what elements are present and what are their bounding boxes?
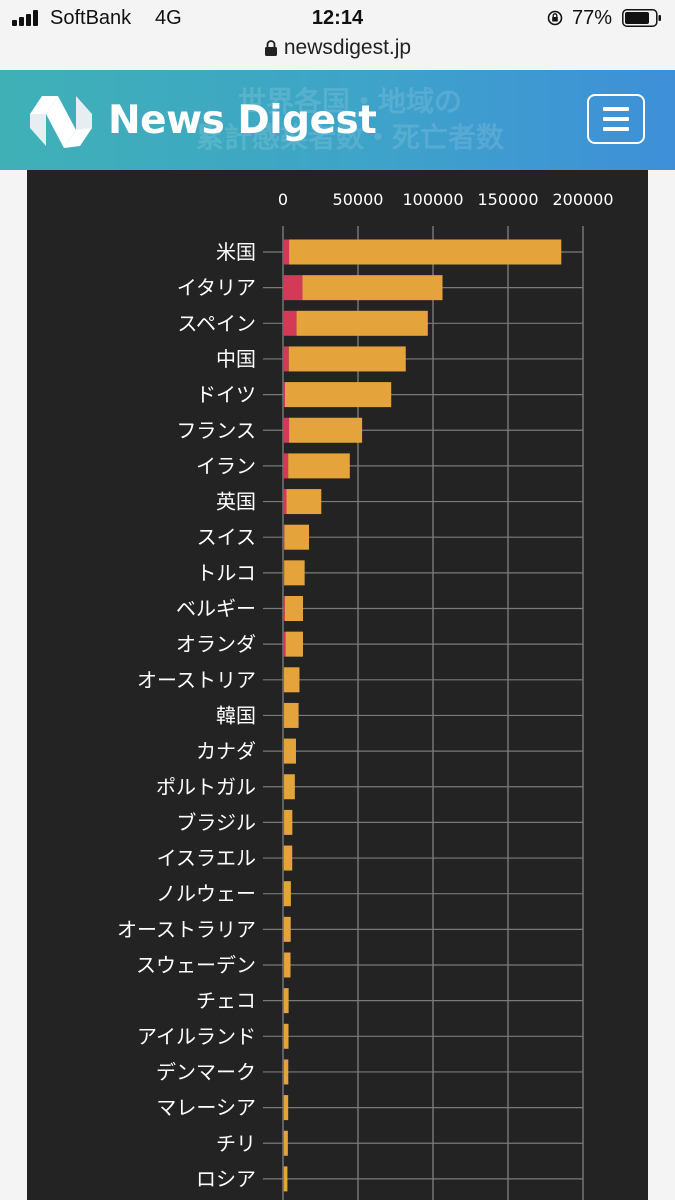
category-label: デンマーク [156,1060,256,1084]
category-label: スウェーデン [136,953,256,977]
deaths-bar[interactable] [283,239,290,265]
signal-icon [12,10,42,26]
category-label: 米国 [216,240,256,264]
address-bar[interactable]: newsdigest.jp [0,36,675,66]
x-tick-label: 50000 [333,190,384,209]
category-label: オランダ [176,632,256,656]
confirmed-bar[interactable] [283,1130,288,1156]
confirmed-bar[interactable] [283,1059,289,1085]
category-label: ベルギー [176,597,256,621]
deaths-bar[interactable] [283,596,285,621]
confirmed-bar[interactable] [284,667,300,693]
confirmed-bar[interactable] [302,275,443,301]
deaths-bar[interactable] [283,382,285,408]
category-label: カナダ [196,739,256,763]
category-label: アイルランド [137,1024,256,1048]
confirmed-bar[interactable] [296,310,428,336]
clock: 12:14 [311,7,364,29]
category-label: ロシア [196,1167,256,1191]
deaths-bar[interactable] [283,489,287,515]
deaths-bar[interactable] [283,310,297,336]
confirmed-bar[interactable] [286,489,322,515]
deaths-bar[interactable] [283,453,289,479]
confirmed-bar[interactable] [284,524,309,550]
confirmed-bar[interactable] [283,916,291,942]
category-label: オーストラリア [117,917,256,941]
category-label: トルコ [196,561,256,585]
category-label: ノルウェー [156,882,256,906]
deaths-bar[interactable] [283,631,286,657]
confirmed-bar[interactable] [283,881,291,907]
page-title-ghost: 世界各国・地域の 累計感染者数・死亡者数 [195,85,504,154]
confirmed-bar[interactable] [284,809,293,835]
category-label: 英国 [216,490,256,514]
confirmed-bar[interactable] [284,774,295,800]
category-label: イラン [196,454,256,478]
category-label: 韓国 [216,703,256,727]
carrier-name: SoftBank [50,7,132,29]
x-tick-label: 150000 [477,190,538,209]
confirmed-bar[interactable] [288,453,350,479]
network-type: 4G [155,7,182,29]
confirmed-bar[interactable] [285,631,303,657]
category-label: 中国 [216,347,256,371]
deaths-bar[interactable] [283,346,289,372]
confirmed-bar[interactable] [285,382,392,408]
bar-chart: 0 50000 100000 150000 200000 米国イタリアスペイン中国ドイツフ… [117,190,614,1200]
battery-percent: 77% [572,7,613,29]
category-label: チリ [216,1131,256,1155]
category-label: オーストリア [137,668,256,692]
category-label: ドイツ [196,383,256,407]
confirmed-bar[interactable] [288,346,406,372]
confirmed-bar[interactable] [283,1166,288,1192]
x-tick-label: 100000 [402,190,463,209]
confirmed-bar[interactable] [283,988,289,1014]
category-label: イスラエル [157,846,256,870]
rotation-lock-icon [547,10,563,26]
deaths-bar[interactable] [283,275,303,301]
category-label: チェコ [196,989,256,1013]
status-bar: SoftBank 4G 12:14 77% [0,0,675,36]
category-label: スイス [197,525,256,549]
confirmed-bar[interactable] [283,845,293,871]
url-text: newsdigest.jp [283,36,412,59]
confirmed-bar[interactable] [289,417,363,443]
hamburger-menu-icon[interactable] [587,94,645,144]
padlock-icon [264,40,277,57]
chart-panel: 0 50000 100000 150000 200000 米国イタリアスペイン中国ドイツフ… [27,170,648,1200]
category-label: マレーシア [156,1096,256,1120]
category-label: スペイン [177,311,256,335]
deaths-bar[interactable] [283,560,285,586]
confirmed-bar[interactable] [284,702,299,728]
category-label: ポルトガル [156,775,256,799]
x-tick-label: 0 [278,190,288,209]
category-label: フランス [176,418,256,442]
deaths-bar[interactable] [283,809,285,835]
battery-icon [622,9,661,27]
confirmed-bar[interactable] [284,952,291,978]
logo-icon[interactable] [28,92,94,150]
category-label: イタリア [177,276,256,300]
category-label: ブラジル [176,810,256,834]
confirmed-bar[interactable] [283,738,296,764]
confirmed-bar[interactable] [283,1095,289,1121]
site-header: 世界各国・地域の 累計感染者数・死亡者数 News Digest [0,70,675,170]
confirmed-bar[interactable] [289,239,562,265]
brand-name[interactable]: News Digest [108,98,377,143]
x-tick-label: 200000 [552,190,613,209]
deaths-bar[interactable] [283,417,290,443]
confirmed-bar[interactable] [283,1023,289,1049]
deaths-bar[interactable] [283,524,285,550]
confirmed-bar[interactable] [284,560,305,586]
confirmed-bar[interactable] [284,596,303,621]
